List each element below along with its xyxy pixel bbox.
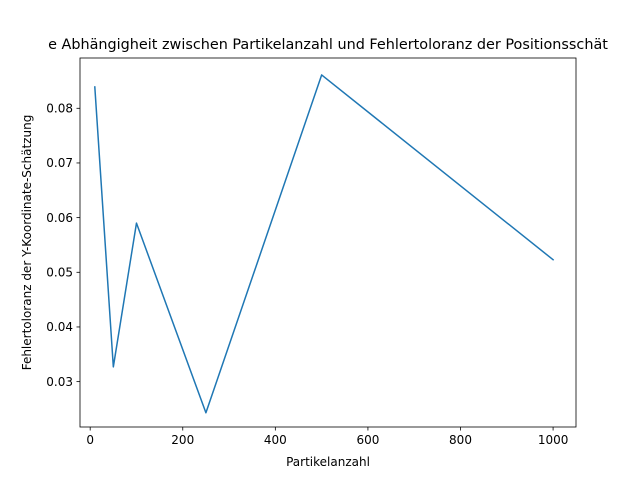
plot-area: [94, 74, 555, 414]
y-axis: 0.03 0.04 0.05 0.06 0.07 0.08: [46, 101, 80, 389]
x-axis: 0 200 400 600 800 1000: [86, 427, 568, 447]
y-tick-label: 0.04: [46, 320, 73, 334]
y-tick-label: 0.03: [46, 375, 73, 389]
series-line-1: [94, 74, 555, 414]
x-tick-label: 1000: [538, 433, 569, 447]
y-axis-label: Fehlertoloranz der Y-Koordinate-Schätzun…: [20, 115, 34, 371]
x-tick-label: 0: [86, 433, 94, 447]
x-tick-label: 800: [449, 433, 472, 447]
y-tick-label: 0.08: [46, 101, 73, 115]
chart-title: e Abhängigheit zwischen Partikelanzahl u…: [48, 37, 608, 53]
y-tick-label: 0.07: [46, 156, 73, 170]
x-tick-label: 400: [264, 433, 287, 447]
y-tick-label: 0.06: [46, 211, 73, 225]
y-tick-label: 0.05: [46, 265, 73, 279]
axes-frame: [79, 57, 577, 428]
x-tick-label: 600: [356, 433, 379, 447]
x-tick-label: 200: [171, 433, 194, 447]
x-axis-label: Partikelanzahl: [286, 455, 370, 469]
